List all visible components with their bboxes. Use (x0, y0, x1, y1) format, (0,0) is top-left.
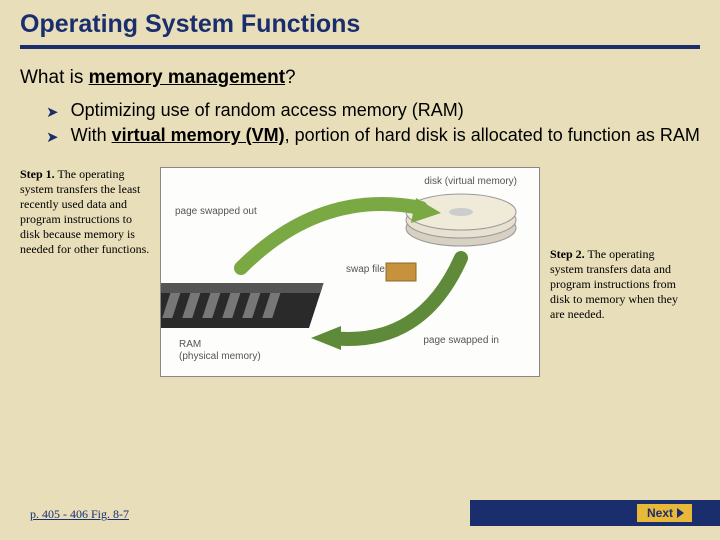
bullet-suffix: , portion of hard disk is allocated to f… (285, 125, 700, 145)
bullet-text: With virtual memory (VM), portion of har… (71, 124, 700, 147)
next-bar: Next (470, 500, 720, 526)
next-button[interactable]: Next (637, 504, 692, 522)
disk-label: disk (virtual memory) (424, 176, 517, 187)
step2-label: Step 2. (550, 247, 585, 261)
question-heading: What is memory management? (20, 67, 700, 89)
page-in-label: page swapped in (423, 335, 499, 346)
ram-icon (161, 283, 324, 328)
bullet-list: ➤ Optimizing use of random access memory… (46, 99, 700, 147)
question-term: memory management (89, 67, 285, 88)
slide: Operating System Functions What is memor… (0, 0, 720, 540)
question-lead: What is (20, 67, 89, 88)
list-item: ➤ Optimizing use of random access memory… (46, 99, 700, 122)
step1-label: Step 1. (20, 167, 55, 181)
arrow-in-head-icon (311, 326, 341, 350)
page-out-label: page swapped out (175, 206, 257, 217)
page-title: Operating System Functions (20, 10, 700, 45)
memory-diagram: page swapped out disk (virtual memory) s… (160, 167, 540, 377)
step2-caption: Step 2. The operating system transfers d… (550, 247, 680, 322)
swap-file-icon (386, 263, 416, 281)
next-button-label: Next (647, 506, 673, 520)
page-reference: p. 405 - 406 Fig. 8-7 (30, 507, 129, 522)
bullet-prefix: With (71, 125, 112, 145)
list-item: ➤ With virtual memory (VM), portion of h… (46, 124, 700, 147)
chevron-right-icon: ➤ (46, 128, 59, 147)
step1-caption: Step 1. The operating system transfers t… (20, 167, 150, 257)
title-rule (20, 45, 700, 49)
bullet-text: Optimizing use of random access memory (… (71, 99, 464, 122)
ram-label: RAM (179, 339, 201, 350)
content-row: Step 1. The operating system transfers t… (20, 167, 700, 377)
chevron-right-icon (677, 508, 684, 518)
ram-sublabel: (physical memory) (179, 351, 261, 362)
chevron-right-icon: ➤ (46, 103, 59, 122)
question-tail: ? (285, 67, 296, 88)
swap-file-label: swap file (346, 264, 385, 275)
arrow-out-icon (241, 204, 421, 268)
bullet-bold: virtual memory (VM) (112, 125, 285, 145)
